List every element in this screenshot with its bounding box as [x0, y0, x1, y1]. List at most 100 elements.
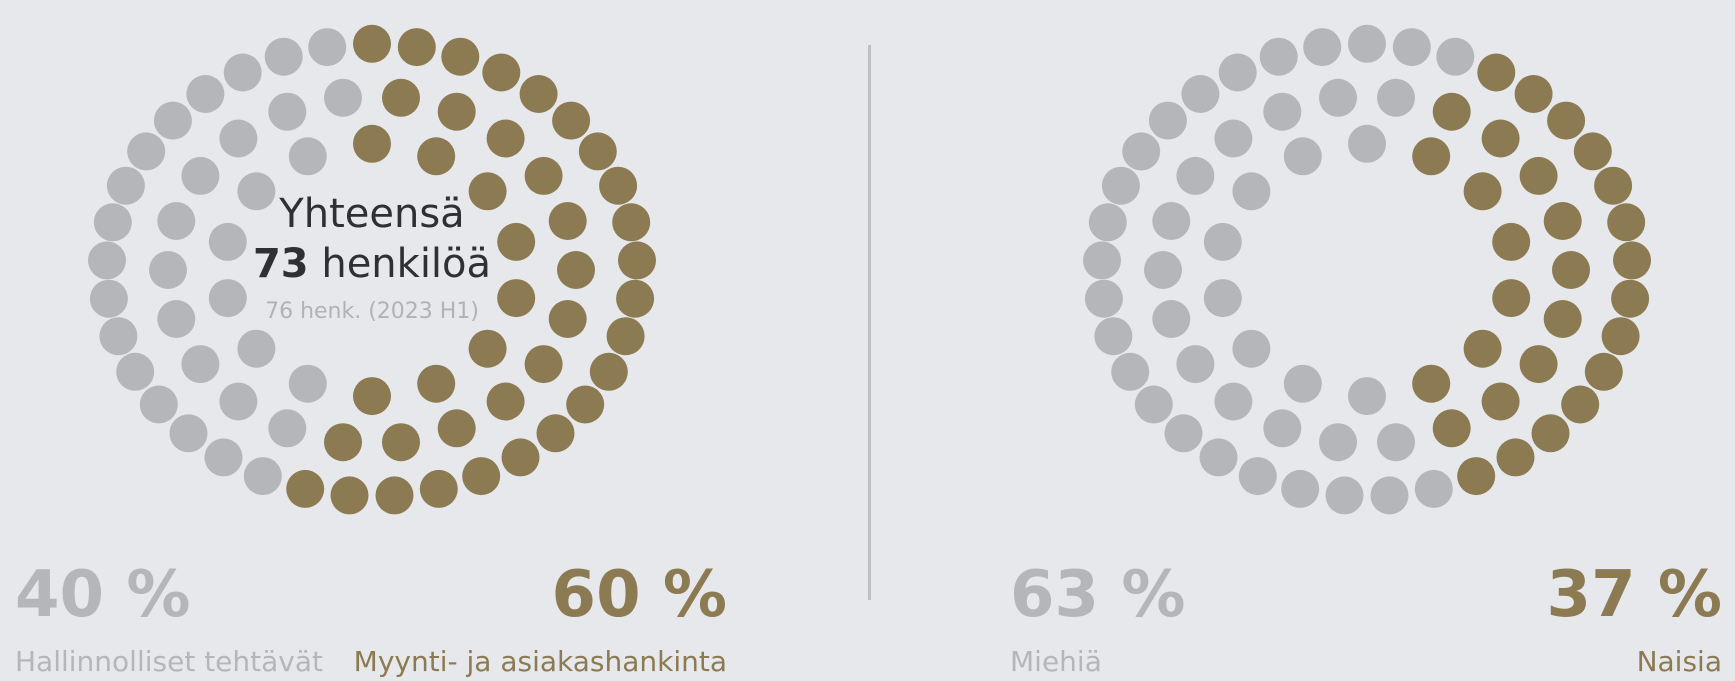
right-dot-grey: [1377, 78, 1415, 117]
right-dot-grey: [1176, 345, 1215, 384]
left-dot-grey: [208, 279, 247, 318]
left-dot-gold: [566, 385, 605, 424]
right-dot-grey: [1199, 438, 1238, 477]
left-dot-grey: [88, 241, 126, 280]
right-dot-grey: [1392, 28, 1431, 67]
right-dot-gold: [1613, 241, 1651, 280]
left-dot-grey: [219, 382, 258, 421]
right-dot-grey: [1436, 37, 1475, 76]
left-dot-gold: [417, 364, 456, 403]
left-dot-gold: [417, 137, 456, 176]
right-dot-grey: [1203, 222, 1242, 261]
left-dot-gold: [437, 92, 476, 131]
left-chart-panel: Yhteensä 73 henkilöä 76 henk. (2023 H1) …: [0, 0, 740, 681]
right-dot-grey: [1348, 377, 1386, 416]
right-dot-grey: [1214, 382, 1253, 421]
left-dot-chart: [88, 24, 656, 515]
left-dot-grey: [127, 132, 166, 171]
left-dot-grey: [186, 75, 225, 113]
right-dot-grey: [1144, 251, 1182, 289]
left-dot-grey: [324, 78, 362, 117]
left-dot-grey: [153, 101, 192, 140]
left-dot-gold: [397, 28, 436, 67]
right-dot-grey: [1263, 92, 1302, 131]
left-dot-gold: [612, 203, 651, 242]
left-dot-gold: [468, 329, 507, 368]
left-dot-gold: [578, 132, 617, 171]
left-dot-grey: [169, 414, 208, 453]
right-dot-grey: [1263, 409, 1302, 448]
right-dot-gold: [1543, 202, 1582, 240]
left-dot-gold: [497, 279, 536, 318]
right-dot-gold: [1432, 92, 1471, 131]
left-dot-grey: [149, 251, 187, 289]
left-dot-grey: [219, 119, 258, 158]
left-dot-gold: [286, 469, 325, 508]
right-dot-grey: [1303, 28, 1342, 67]
right-dot-gold: [1496, 438, 1535, 477]
left-dot-grey: [116, 352, 155, 391]
right-dot-gold: [1552, 251, 1590, 289]
right-dot-grey: [1218, 53, 1257, 92]
left-dot-gold: [557, 251, 595, 289]
right-dot-gold: [1519, 156, 1558, 195]
left-dot-gold: [616, 279, 655, 318]
right-dot-gold: [1457, 457, 1496, 496]
left-dot-grey: [264, 37, 303, 76]
right-dot-gold: [1481, 119, 1520, 158]
right-grey-percent: 63 %: [1010, 558, 1186, 632]
left-gold-percent: 60 %: [551, 558, 727, 632]
left-dot-grey: [288, 137, 327, 176]
right-dot-grey: [1088, 203, 1127, 242]
left-dot-gold: [589, 352, 628, 391]
right-dot-grey: [1414, 469, 1453, 508]
left-dot-gold: [524, 345, 563, 384]
left-dot-gold: [468, 172, 507, 211]
right-dot-grey: [1281, 469, 1320, 508]
right-dot-grey: [1232, 329, 1271, 368]
right-dot-grey: [1259, 37, 1298, 76]
left-dot-gold: [324, 423, 362, 462]
right-dot-gold: [1492, 222, 1531, 261]
right-dot-grey: [1083, 241, 1121, 280]
right-dot-grey: [1377, 423, 1415, 462]
left-dot-gold: [330, 476, 369, 515]
left-dot-gold: [548, 202, 587, 240]
right-dot-grey: [1134, 385, 1173, 424]
right-dot-grey: [1283, 364, 1322, 403]
total-number: 73: [252, 241, 309, 287]
right-dot-chart: [1083, 24, 1651, 515]
total-title: Yhteensä: [279, 191, 465, 237]
right-dot-grey: [1122, 132, 1161, 171]
left-dot-grey: [157, 300, 196, 338]
right-dot-grey: [1319, 423, 1357, 462]
left-dot-gold: [382, 78, 420, 117]
left-dot-grey: [223, 53, 262, 92]
left-dot-gold: [462, 457, 501, 496]
right-dot-gold: [1584, 352, 1623, 391]
right-dot-gold: [1412, 137, 1451, 176]
right-dot-gold: [1463, 172, 1502, 211]
left-dot-gold: [419, 469, 458, 508]
left-dot-grey: [237, 329, 276, 368]
right-dot-grey: [1214, 119, 1253, 158]
left-dot-gold: [353, 124, 391, 163]
right-gold-label: Naisia: [1636, 645, 1722, 678]
right-dot-grey: [1176, 156, 1215, 195]
right-dot-grey: [1232, 172, 1271, 211]
right-dot-grey: [1101, 166, 1140, 205]
right-dot-gold: [1519, 345, 1558, 384]
right-dot-gold: [1432, 409, 1471, 448]
total-unit: henkilöä: [321, 241, 492, 287]
right-dot-grey: [1319, 78, 1357, 117]
left-dot-grey: [89, 279, 128, 318]
left-dot-grey: [237, 172, 276, 211]
left-dot-grey: [139, 385, 178, 424]
left-dot-gold: [606, 317, 645, 356]
left-dot-grey: [268, 409, 307, 448]
right-dot-grey: [1094, 317, 1133, 356]
left-dot-gold: [375, 476, 414, 515]
right-dot-gold: [1543, 300, 1582, 338]
left-dot-gold: [548, 300, 587, 338]
left-dot-grey: [181, 156, 220, 195]
